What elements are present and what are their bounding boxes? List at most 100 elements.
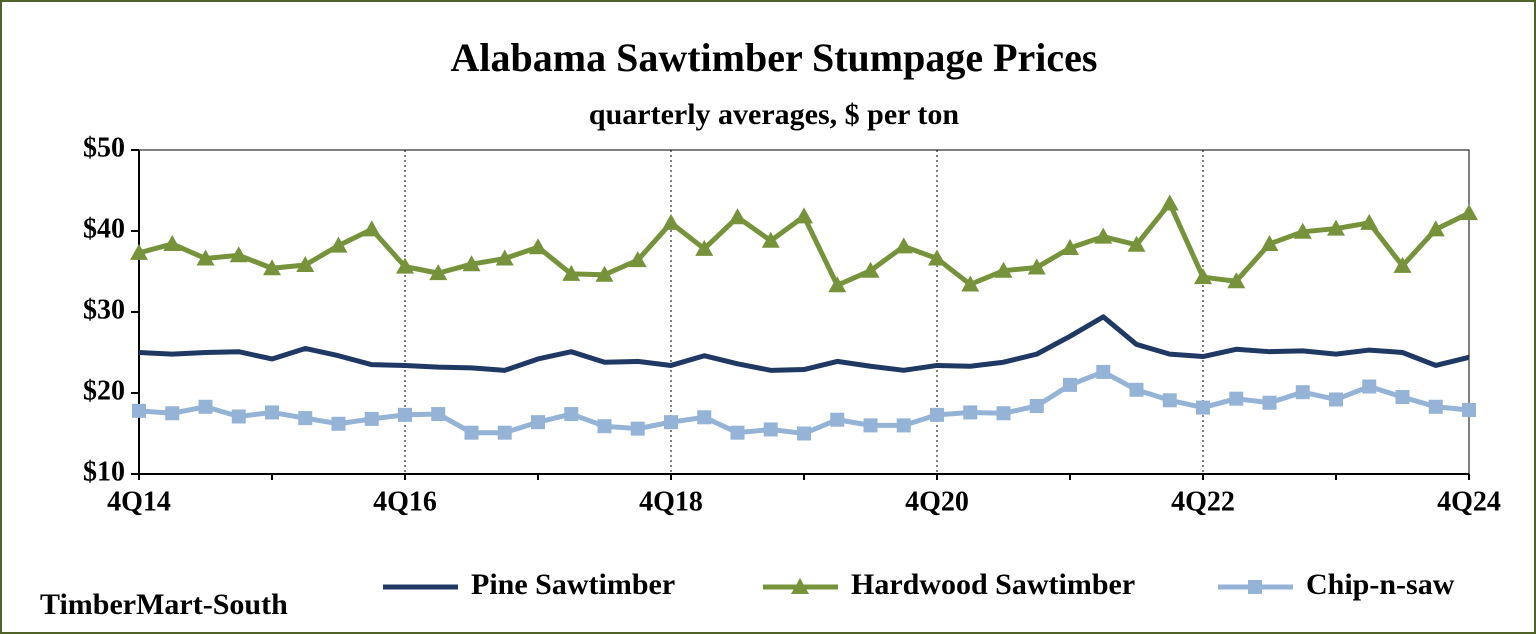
data-point [298,411,313,426]
legend-label: Hardwood Sawtimber [851,568,1135,601]
data-point [1395,390,1410,405]
data-point [1293,222,1312,239]
data-point [1262,395,1277,410]
data-point [497,425,512,440]
data-point [531,415,545,430]
data-point [1462,403,1476,418]
data-point [930,407,944,422]
data-point [364,411,379,426]
data-point [564,407,579,422]
data-point [597,419,612,434]
data-point [1196,400,1210,415]
data-point [697,410,712,425]
data-point [462,255,481,272]
data-point [1460,204,1478,221]
y-tick-label: $50 [83,132,125,163]
data-point [1096,364,1111,379]
data-point [928,249,946,266]
series-line [138,314,1470,373]
y-tick-label: $30 [83,294,125,325]
data-point [130,243,148,260]
data-point [329,236,348,253]
data-point [830,412,845,427]
y-tick-label: $40 [83,213,125,244]
data-point [1428,399,1443,414]
data-point [728,208,747,225]
data-point [1094,227,1113,244]
data-point [132,403,146,418]
legend-label: Pine Sawtimber [471,568,675,601]
chart-subtitle: quarterly averages, $ per ton [589,98,960,131]
data-point [996,406,1011,421]
legend-marker [1248,580,1262,594]
data-point [495,249,514,266]
data-point [398,407,412,422]
data-point [730,425,745,440]
data-point [795,207,813,224]
legend-marker [791,578,809,594]
data-point [163,234,182,251]
data-point [1127,235,1146,252]
data-point [1029,398,1044,413]
chart-title: Alabama Sawtimber Stumpage Prices [451,35,1098,80]
data-point [265,405,279,420]
data-point [1426,220,1445,237]
data-point [1227,272,1246,289]
data-point [595,265,614,282]
data-point [1327,219,1345,236]
data-point [1295,385,1310,400]
data-point [1162,393,1177,408]
data-point [828,276,847,293]
y-tick-label: $10 [83,456,125,487]
data-point [662,213,680,230]
data-point [1063,377,1077,392]
y-tick-label: $20 [83,375,125,406]
data-point [1061,239,1079,256]
x-tick-label: 4Q18 [639,486,703,517]
x-tick-label: 4Q16 [373,486,437,517]
data-point [1160,194,1179,211]
data-point [198,399,213,414]
x-tick-label: 4Q20 [905,486,969,517]
data-point [963,405,978,420]
data-point [431,407,446,422]
data-point [628,251,647,268]
data-point [894,237,913,254]
data-point [1360,213,1379,230]
data-point [229,246,248,263]
x-tick-label: 4Q24 [1437,486,1501,517]
data-point [1194,268,1212,285]
x-tick-label: 4Q14 [107,486,171,517]
data-point [1229,391,1244,406]
data-point [961,275,980,292]
legend-label: Chip-n-saw [1306,568,1455,601]
data-point [529,238,547,255]
data-point [263,259,281,276]
data-point [630,421,645,436]
data-point [1329,392,1343,407]
data-point [396,257,414,274]
data-point [231,409,246,424]
data-point [1129,382,1144,397]
data-point [797,426,811,441]
data-point [861,261,880,278]
data-point [1393,256,1412,273]
source-note: TimberMart-South [40,588,288,621]
x-tick-label: 4Q22 [1171,486,1235,517]
data-point [1260,234,1279,251]
data-point [196,249,215,266]
data-point [863,418,878,433]
data-point [763,422,778,437]
data-point [362,220,381,237]
data-point [165,406,180,421]
data-point [896,418,911,433]
data-point [994,261,1013,278]
data-point [1362,379,1377,394]
data-point [664,415,678,430]
data-point [562,264,581,281]
data-point [761,231,780,248]
data-point [1027,258,1046,275]
data-point [331,416,346,431]
